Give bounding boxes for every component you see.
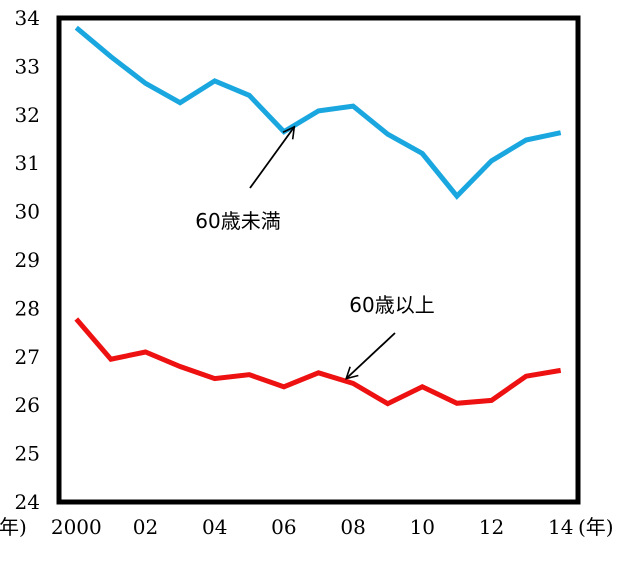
y-tick-label: 24	[15, 490, 40, 514]
left-unit-label: 年)	[0, 515, 27, 539]
y-tick-label: 32	[15, 103, 40, 127]
x-tick-label: 04	[202, 515, 227, 539]
annotation-arrow-under-60	[249, 125, 296, 189]
y-axis-tick-labels: 24 25 26 27 28 29 30 31 32 33 34	[15, 6, 40, 514]
x-axis-label: (年)	[578, 515, 614, 539]
x-tick-label: 08	[340, 515, 365, 539]
series-lines	[74, 25, 562, 407]
y-tick-label: 25	[15, 442, 40, 466]
annotation-label-under-60: 60歳未満	[195, 209, 280, 233]
y-tick-label: 28	[15, 296, 40, 320]
x-tick-label: 2000	[51, 515, 102, 539]
x-tick-label: 06	[271, 515, 296, 539]
plot-frame	[56, 15, 581, 505]
x-tick-label: 02	[133, 515, 158, 539]
x-tick-label: 10	[410, 515, 435, 539]
y-tick-label: 31	[15, 151, 40, 175]
y-tick-label: 30	[15, 200, 40, 224]
y-tick-label: 26	[15, 393, 40, 417]
series-line-60-and-over	[74, 317, 562, 407]
x-tick-label: 12	[479, 515, 504, 539]
series-line-under-60	[74, 25, 562, 200]
y-tick-label: 34	[15, 6, 40, 30]
x-tick-label: 14	[548, 515, 573, 539]
y-tick-label: 27	[15, 345, 40, 369]
annotation-label-60-and-over: 60歳以上	[349, 293, 434, 317]
x-axis-tick-labels: 2000 02 04 06 08 10 12 14	[51, 515, 574, 539]
y-tick-label: 33	[15, 54, 40, 78]
y-tick-label: 29	[15, 248, 40, 272]
annotation-arrow-60-and-over	[344, 332, 396, 380]
annotations: 60歳未満 60歳以上	[195, 125, 435, 380]
